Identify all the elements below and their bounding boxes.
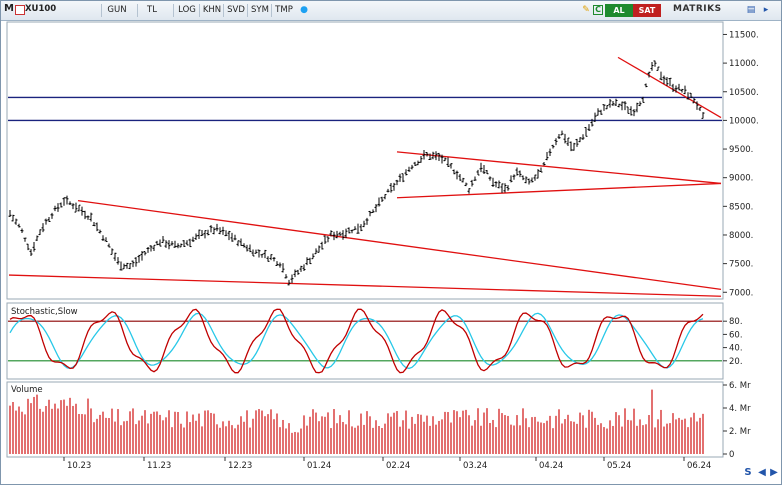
trendline[interactable] [77, 199, 722, 291]
x-tick-label: 03.24 [463, 461, 487, 471]
x-tick-label: 02.24 [386, 461, 410, 471]
price-tick-label: 9000. [729, 174, 753, 184]
sell-button[interactable]: SAT [633, 4, 661, 17]
x-tick-label: 11.23 [147, 461, 171, 471]
stoch-d-line [9, 312, 704, 370]
volume-tick-label: 2. Mr [729, 427, 751, 437]
currency-button[interactable]: TL [137, 4, 166, 17]
log-button[interactable]: LOG [173, 4, 200, 17]
trendline[interactable] [8, 274, 722, 297]
price-tick-label: 7500. [729, 260, 753, 270]
brand-logo: MATRIKS [673, 4, 722, 14]
stoch-tick-label: 60. [729, 330, 743, 340]
more-icon[interactable]: ▸ [763, 5, 769, 15]
sym-button[interactable]: SYM [247, 4, 272, 17]
trendline[interactable] [617, 56, 722, 119]
x-tick-label: 01.24 [307, 461, 331, 471]
x-tick-label: 05.24 [607, 461, 631, 471]
price-panel [6, 21, 724, 300]
price-tick-label: 10000. [729, 116, 759, 126]
x-tick-label: 10.23 [67, 461, 91, 471]
volume-title: Volume [11, 385, 43, 395]
chart-toolbar: M XU100 GUN TL LOG KHN SVD SYM TMP ● ✎ C… [1, 1, 781, 21]
stoch-tick-label: 40. [729, 344, 743, 354]
pencil-icon[interactable]: ✎ [582, 5, 590, 15]
symbol-label[interactable]: XU100 [25, 4, 57, 14]
price-tick-label: 8500. [729, 202, 753, 212]
svd-button[interactable]: SVD [223, 4, 248, 17]
stoch-tick-label: 80. [729, 317, 743, 327]
volume-tick-label: 6. Mr [729, 381, 751, 391]
scroll-left-icon[interactable]: ◀ [758, 467, 766, 478]
period-button[interactable]: GUN [101, 4, 132, 17]
trendline[interactable] [396, 151, 722, 185]
x-tick-label: 04.24 [539, 461, 563, 471]
refresh-icon[interactable]: C [593, 5, 603, 15]
chart-mode-icon[interactable]: ▤ [746, 5, 756, 15]
stochastic-title: Stochastic,Slow [11, 307, 78, 317]
tmp-button[interactable]: TMP [271, 4, 296, 17]
price-tick-label: 11000. [729, 59, 759, 69]
khn-button[interactable]: KHN [199, 4, 224, 17]
price-tick-label: 10500. [729, 88, 759, 98]
twitter-icon[interactable]: ● [300, 5, 308, 15]
stoch-k-line [9, 308, 704, 374]
price-tick-label: 9500. [729, 145, 753, 155]
x-tick-label: 06.24 [687, 461, 711, 471]
price-tick-label: 11500. [729, 30, 759, 40]
sync-icon[interactable]: S [744, 467, 752, 478]
menu-button[interactable]: M [4, 3, 14, 14]
trendline[interactable] [396, 182, 722, 199]
volume-tick-label: 4. Mr [729, 404, 751, 414]
symbol-checkbox[interactable] [15, 5, 25, 15]
price-tick-label: 7000. [729, 288, 753, 298]
x-tick-label: 12.23 [228, 461, 252, 471]
price-tick-label: 8000. [729, 231, 753, 241]
volume-tick-label: 0 [729, 450, 734, 460]
scroll-right-icon[interactable]: ▶ [770, 467, 778, 478]
stoch-tick-label: 20. [729, 357, 743, 367]
buy-button[interactable]: AL [605, 4, 633, 17]
